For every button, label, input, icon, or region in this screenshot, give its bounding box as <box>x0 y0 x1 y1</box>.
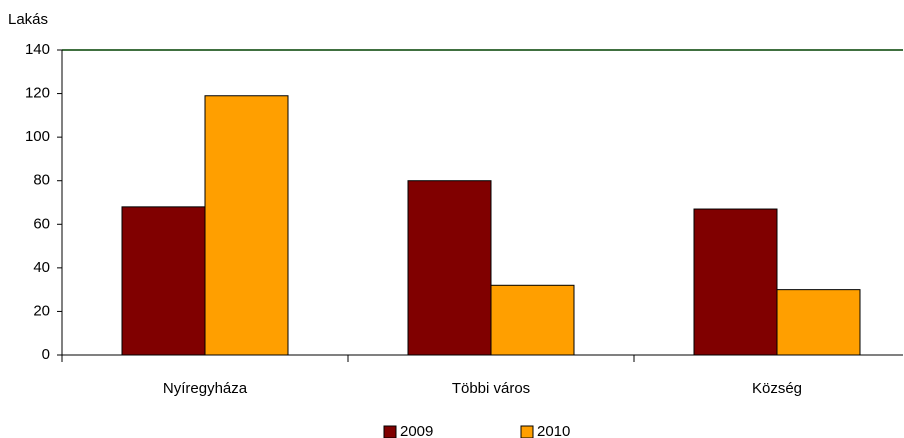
bar <box>776 289 861 356</box>
x-tick-label: Nyíregyháza <box>163 380 248 397</box>
legend-label: 2010 <box>537 423 570 438</box>
y-tick-label: 40 <box>33 259 50 276</box>
y-tick-label: 120 <box>25 85 50 102</box>
x-tick-label: Község <box>752 380 802 397</box>
bar <box>693 208 778 356</box>
x-tick-label: Többi város <box>452 380 530 397</box>
y-tick-label: 140 <box>25 41 50 58</box>
bar <box>121 206 206 356</box>
y-tick-label: 20 <box>33 302 50 319</box>
bar <box>204 95 289 356</box>
bar <box>407 180 492 356</box>
y-tick-label: 100 <box>25 128 50 145</box>
y-tick-label: 60 <box>33 215 50 232</box>
legend-swatch <box>520 425 534 438</box>
y-axis-label: Lakás <box>8 11 48 28</box>
y-tick-label: 0 <box>42 346 50 363</box>
y-tick-label: 80 <box>33 172 50 189</box>
legend-label: 2009 <box>400 423 433 438</box>
legend-swatch <box>383 425 397 438</box>
bar <box>490 284 575 356</box>
